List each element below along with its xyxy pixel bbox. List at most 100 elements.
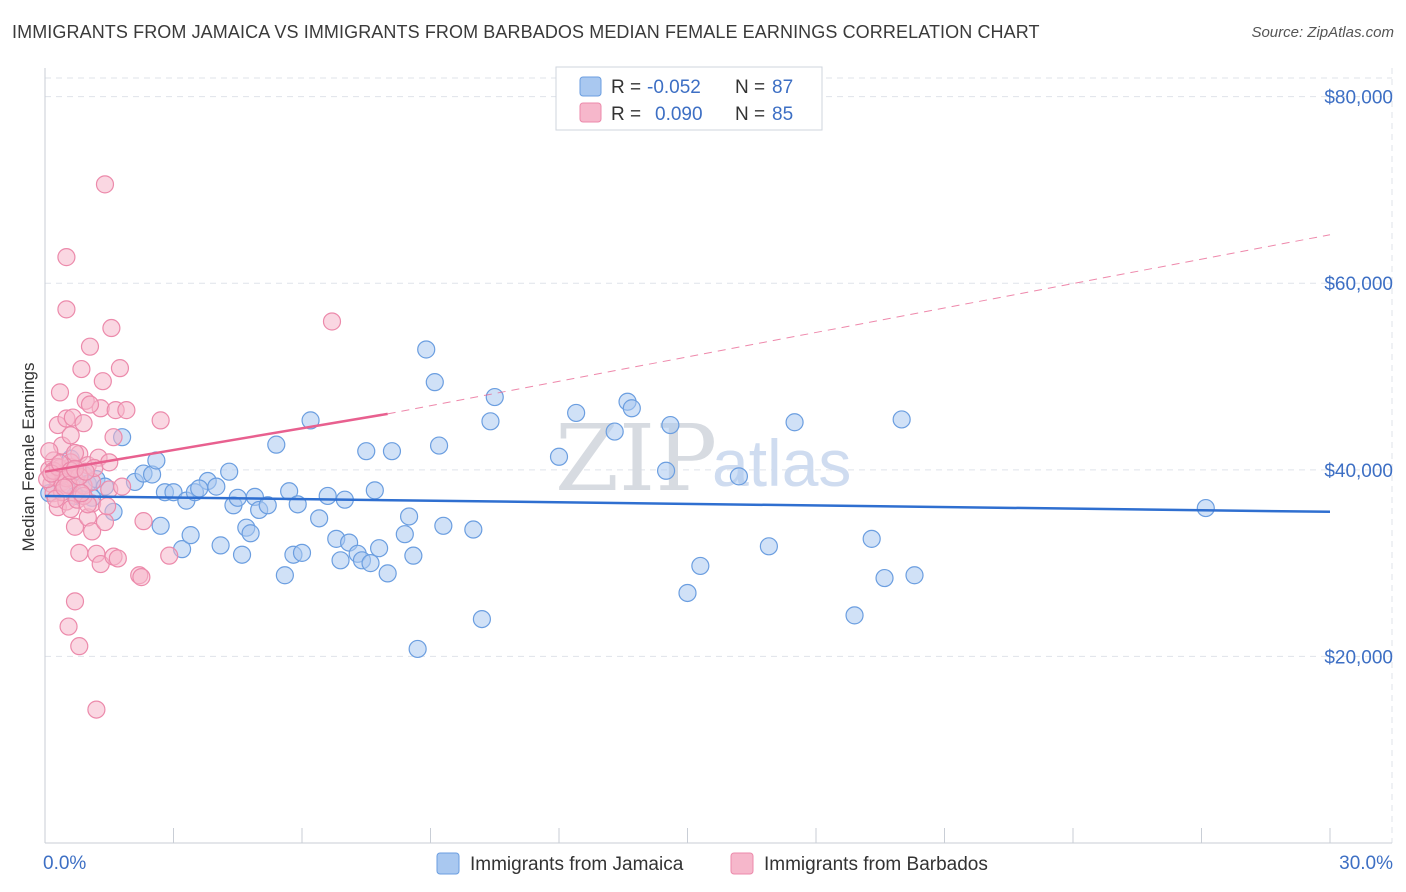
y-tick-label-3: $80,000 — [1324, 88, 1393, 109]
jamaica-point-61 — [429, 436, 449, 455]
barbados-point-53 — [108, 549, 127, 568]
barbados-point-84 — [76, 462, 95, 481]
jamaica-point-65 — [481, 412, 500, 431]
jamaica-point-81 — [875, 568, 894, 588]
legend-swatch-jamaica — [579, 76, 602, 97]
barbados-point-7 — [50, 383, 70, 402]
jamaica-point-66 — [485, 387, 504, 407]
barbados-point-71 — [65, 443, 85, 463]
jamaica-point-84 — [1196, 498, 1215, 518]
barbados-point-15 — [57, 248, 76, 267]
barbados-point-46 — [98, 497, 117, 516]
barbados-point-21 — [65, 592, 85, 611]
barbados-point-59 — [134, 512, 153, 531]
jamaica-point-15 — [151, 516, 170, 535]
jamaica-point-33 — [258, 496, 277, 515]
barbados-point-16 — [59, 617, 78, 636]
x-tick-label-1: 30.0% — [1339, 853, 1393, 874]
jamaica-point-75 — [691, 556, 710, 576]
barbados-point-58 — [132, 568, 151, 587]
jamaica-trend-line — [44, 494, 1331, 514]
legend-n-label-jamaica: N = — [735, 77, 765, 98]
barbados-point-45 — [95, 512, 115, 532]
jamaica-point-42 — [318, 486, 337, 506]
y-tick-label-1: $40,000 — [1324, 461, 1393, 482]
barbados-point-29 — [74, 414, 93, 433]
jamaica-point-53 — [378, 564, 397, 583]
jamaica-point-83 — [905, 566, 924, 585]
bottom-legend-label-jamaica: Immigrants from Jamaica — [470, 854, 684, 875]
barbados-point-83 — [72, 484, 91, 503]
legend-r-value-jamaica: -0.052 — [647, 77, 701, 98]
jamaica-point-68 — [567, 403, 586, 423]
bottom-legend-swatch-jamaica — [436, 852, 460, 875]
jamaica-point-49 — [357, 442, 376, 461]
jamaica-point-58 — [408, 639, 427, 659]
jamaica-point-24 — [211, 536, 230, 555]
jamaica-point-59 — [417, 340, 436, 359]
barbados-point-14 — [57, 300, 76, 319]
jamaica-point-72 — [656, 461, 676, 480]
jamaica-point-57 — [404, 546, 423, 565]
jamaica-point-69 — [605, 422, 624, 441]
jamaica-point-55 — [395, 525, 414, 544]
watermark-atlas: atlas — [712, 426, 851, 500]
jamaica-point-25 — [220, 462, 239, 481]
series-legend: Immigrants from Jamaica Immigrants from … — [436, 852, 988, 875]
jamaica-point-86 — [190, 479, 209, 498]
barbados-point-75 — [80, 395, 100, 414]
jamaica-point-79 — [845, 606, 864, 625]
barbados-point-62 — [322, 312, 342, 331]
jamaica-point-34 — [267, 435, 286, 454]
jamaica-point-80 — [862, 529, 881, 548]
jamaica-point-63 — [464, 520, 483, 539]
jamaica-point-56 — [399, 507, 419, 526]
barbados-point-61 — [160, 546, 179, 565]
jamaica-point-67 — [549, 447, 569, 466]
barbados-point-35 — [83, 522, 102, 541]
barbados-point-34 — [80, 337, 100, 356]
jamaica-point-30 — [241, 524, 260, 543]
barbados-point-43 — [93, 372, 112, 391]
jamaica-point-73 — [661, 415, 680, 435]
legend-swatch-barbados — [579, 102, 602, 123]
grid-lines — [45, 68, 1393, 843]
jamaica-point-51 — [365, 481, 384, 500]
barbados-point-49 — [102, 318, 121, 338]
jamaica-point-64 — [472, 609, 491, 629]
legend-r-label-barbados: R = — [611, 104, 641, 125]
barbados-point-28 — [72, 359, 91, 379]
barbados-point-60 — [151, 411, 170, 430]
jamaica-point-62 — [434, 516, 453, 535]
jamaica-point-40 — [301, 411, 320, 430]
barbados-point-55 — [112, 477, 132, 496]
watermark-zip: ZIP — [555, 405, 717, 512]
barbados-point-56 — [117, 401, 136, 420]
watermark: ZIP atlas — [555, 405, 851, 512]
y-tick-label-0: $20,000 — [1324, 647, 1393, 668]
barbados-point-50 — [104, 428, 123, 447]
bottom-legend-label-barbados: Immigrants from Barbados — [764, 854, 988, 875]
barbados-point-26 — [70, 543, 89, 562]
barbados-point-80 — [55, 478, 74, 497]
barbados-point-19 — [61, 426, 80, 445]
y-axis-title: Median Female Earnings — [19, 363, 38, 552]
jamaica-point-82 — [892, 410, 911, 429]
x-tick-label-0: 0.0% — [43, 853, 86, 874]
chart-title: IMMIGRANTS FROM JAMAICA VS IMMIGRANTS FR… — [12, 22, 1040, 42]
trend-lines — [44, 234, 1331, 514]
barbados-point-44 — [95, 175, 115, 194]
legend-n-label-barbados: N = — [735, 104, 765, 125]
y-tick-label-2: $60,000 — [1324, 274, 1393, 295]
jamaica-point-23 — [207, 477, 226, 496]
legend-n-value-jamaica: 87 — [772, 77, 793, 98]
legend-r-value-barbados: 0.090 — [655, 104, 703, 125]
jamaica-point-76 — [729, 467, 749, 486]
legend-n-value-barbados: 85 — [772, 104, 793, 125]
barbados-trend-extension — [387, 234, 1331, 415]
jamaica-point-20 — [181, 526, 200, 545]
jamaica-point-52 — [370, 539, 389, 558]
jamaica-point-50 — [361, 554, 380, 573]
jamaica-point-35 — [275, 566, 294, 585]
